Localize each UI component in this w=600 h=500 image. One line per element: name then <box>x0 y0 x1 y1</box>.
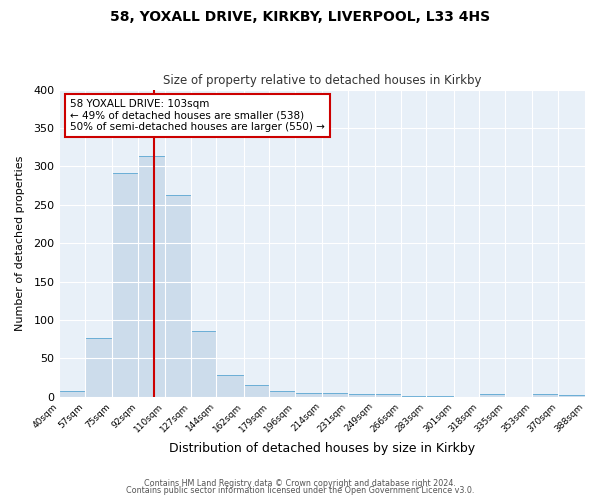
Text: 58 YOXALL DRIVE: 103sqm
← 49% of detached houses are smaller (538)
50% of semi-d: 58 YOXALL DRIVE: 103sqm ← 49% of detache… <box>70 99 325 132</box>
Y-axis label: Number of detached properties: Number of detached properties <box>15 156 25 331</box>
Bar <box>269 390 295 396</box>
X-axis label: Distribution of detached houses by size in Kirkby: Distribution of detached houses by size … <box>169 442 475 455</box>
Bar <box>558 395 585 396</box>
Bar <box>244 385 269 396</box>
Bar <box>138 156 165 396</box>
Bar <box>112 174 138 396</box>
Bar <box>348 394 375 396</box>
Bar <box>322 393 348 396</box>
Bar <box>295 393 322 396</box>
Title: Size of property relative to detached houses in Kirkby: Size of property relative to detached ho… <box>163 74 481 87</box>
Text: Contains HM Land Registry data © Crown copyright and database right 2024.: Contains HM Land Registry data © Crown c… <box>144 478 456 488</box>
Bar <box>375 394 401 396</box>
Bar <box>59 390 85 396</box>
Bar <box>85 338 112 396</box>
Text: 58, YOXALL DRIVE, KIRKBY, LIVERPOOL, L33 4HS: 58, YOXALL DRIVE, KIRKBY, LIVERPOOL, L33… <box>110 10 490 24</box>
Bar <box>532 394 558 396</box>
Bar <box>479 394 505 396</box>
Text: Contains public sector information licensed under the Open Government Licence v3: Contains public sector information licen… <box>126 486 474 495</box>
Bar <box>191 332 217 396</box>
Bar <box>165 195 191 396</box>
Bar <box>217 375 244 396</box>
